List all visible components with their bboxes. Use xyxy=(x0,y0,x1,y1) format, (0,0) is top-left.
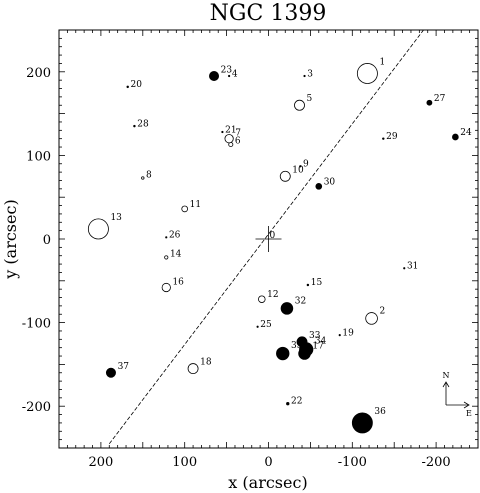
compass: NE xyxy=(443,371,473,418)
data-point-label: 31 xyxy=(407,262,418,272)
data-point-label: 2 xyxy=(379,307,385,317)
data-point xyxy=(279,170,291,182)
data-point xyxy=(299,165,302,168)
data-point-label: 37 xyxy=(118,362,130,372)
data-point xyxy=(228,74,231,78)
y-tick-label: -200 xyxy=(22,400,51,415)
data-point xyxy=(426,99,433,106)
x-tick-label: 100 xyxy=(172,455,197,470)
data-point-label: 3 xyxy=(307,69,313,79)
x-tick-label: 200 xyxy=(88,455,113,470)
data-point xyxy=(315,182,323,190)
north-label: N xyxy=(443,371,450,380)
data-point-label: 4 xyxy=(232,69,238,79)
data-point xyxy=(356,63,378,84)
data-point-label: 30 xyxy=(324,177,336,187)
data-point-label: 8 xyxy=(146,171,152,181)
data-point-label: 12 xyxy=(267,290,278,300)
data-point-label: 16 xyxy=(172,277,184,287)
data-point-label: 17 xyxy=(312,342,324,352)
data-point xyxy=(365,312,378,325)
data-point-label: 21 xyxy=(225,125,236,135)
data-point-label: 25 xyxy=(260,320,272,330)
data-point-label: 10 xyxy=(292,165,304,175)
x-tick-label: -200 xyxy=(421,455,450,470)
data-point-label: 29 xyxy=(386,132,398,142)
data-point-label: 5 xyxy=(307,94,313,104)
data-point-label: 7 xyxy=(235,128,241,138)
data-point-label: 11 xyxy=(190,200,201,210)
data-point xyxy=(224,134,234,144)
data-point xyxy=(105,367,116,378)
data-point xyxy=(165,236,168,239)
data-point-label: 27 xyxy=(434,94,446,104)
y-tick-label: 100 xyxy=(26,149,51,164)
data-point xyxy=(126,85,129,89)
data-point-label: 9 xyxy=(303,160,309,170)
data-point xyxy=(161,282,171,293)
x-axis-label: x (arcsec) xyxy=(228,473,307,492)
data-point-label: 35 xyxy=(291,341,303,351)
y-tick-label: 0 xyxy=(43,233,51,248)
data-point xyxy=(294,99,305,111)
y-tick-label: -100 xyxy=(22,317,51,332)
chart-title: NGC 1399 xyxy=(210,1,327,26)
center-label: 0 xyxy=(270,231,276,241)
data-point-label: 15 xyxy=(311,278,323,288)
data-point xyxy=(141,176,145,180)
data-point-label: 33 xyxy=(309,331,321,341)
east-arrowhead xyxy=(463,401,470,409)
data-point-label: 28 xyxy=(137,119,149,129)
data-point xyxy=(164,255,169,260)
data-point xyxy=(87,218,109,240)
data-point xyxy=(286,402,290,406)
data-point-label: 26 xyxy=(169,231,181,241)
data-point xyxy=(181,205,189,213)
data-point-label: 13 xyxy=(110,213,122,223)
data-point-label: 24 xyxy=(460,128,472,138)
center-marker: 0 xyxy=(255,226,282,252)
data-point xyxy=(258,295,266,303)
x-tick-label: -100 xyxy=(338,455,367,470)
data-point xyxy=(256,325,259,328)
x-tick-label: 0 xyxy=(264,455,272,470)
data-point-label: 19 xyxy=(342,328,354,338)
data-point xyxy=(299,342,314,357)
data-point-label: 23 xyxy=(221,65,233,75)
data-point xyxy=(133,124,136,128)
data-point-label: 18 xyxy=(200,358,212,368)
data-point xyxy=(351,412,373,434)
data-point-label: 1 xyxy=(379,57,385,67)
data-point xyxy=(187,363,199,375)
data-point-label: 6 xyxy=(235,136,241,146)
data-point xyxy=(303,74,306,78)
data-point xyxy=(306,283,310,287)
north-arrowhead xyxy=(442,381,450,388)
dashed-line xyxy=(108,29,424,445)
data-point-label: 32 xyxy=(295,297,306,307)
data-point-label: 14 xyxy=(170,250,182,260)
data-point xyxy=(221,130,224,134)
data-point xyxy=(403,267,406,270)
y-tick-label: 200 xyxy=(26,66,51,81)
data-point-label: 36 xyxy=(374,407,386,417)
data-point xyxy=(280,302,294,315)
data-point-label: 20 xyxy=(131,80,143,90)
east-label: E xyxy=(466,409,472,418)
y-axis-label: y (arcsec) xyxy=(1,199,20,279)
data-point xyxy=(276,346,290,361)
data-point-label: 22 xyxy=(291,396,302,406)
data-point xyxy=(338,334,341,337)
data-point xyxy=(382,137,385,140)
data-point xyxy=(209,70,220,81)
points-layer: 1234567891011121314151617181920212223242… xyxy=(87,57,472,434)
data-point xyxy=(452,133,459,141)
data-point-label: 34 xyxy=(315,337,327,347)
